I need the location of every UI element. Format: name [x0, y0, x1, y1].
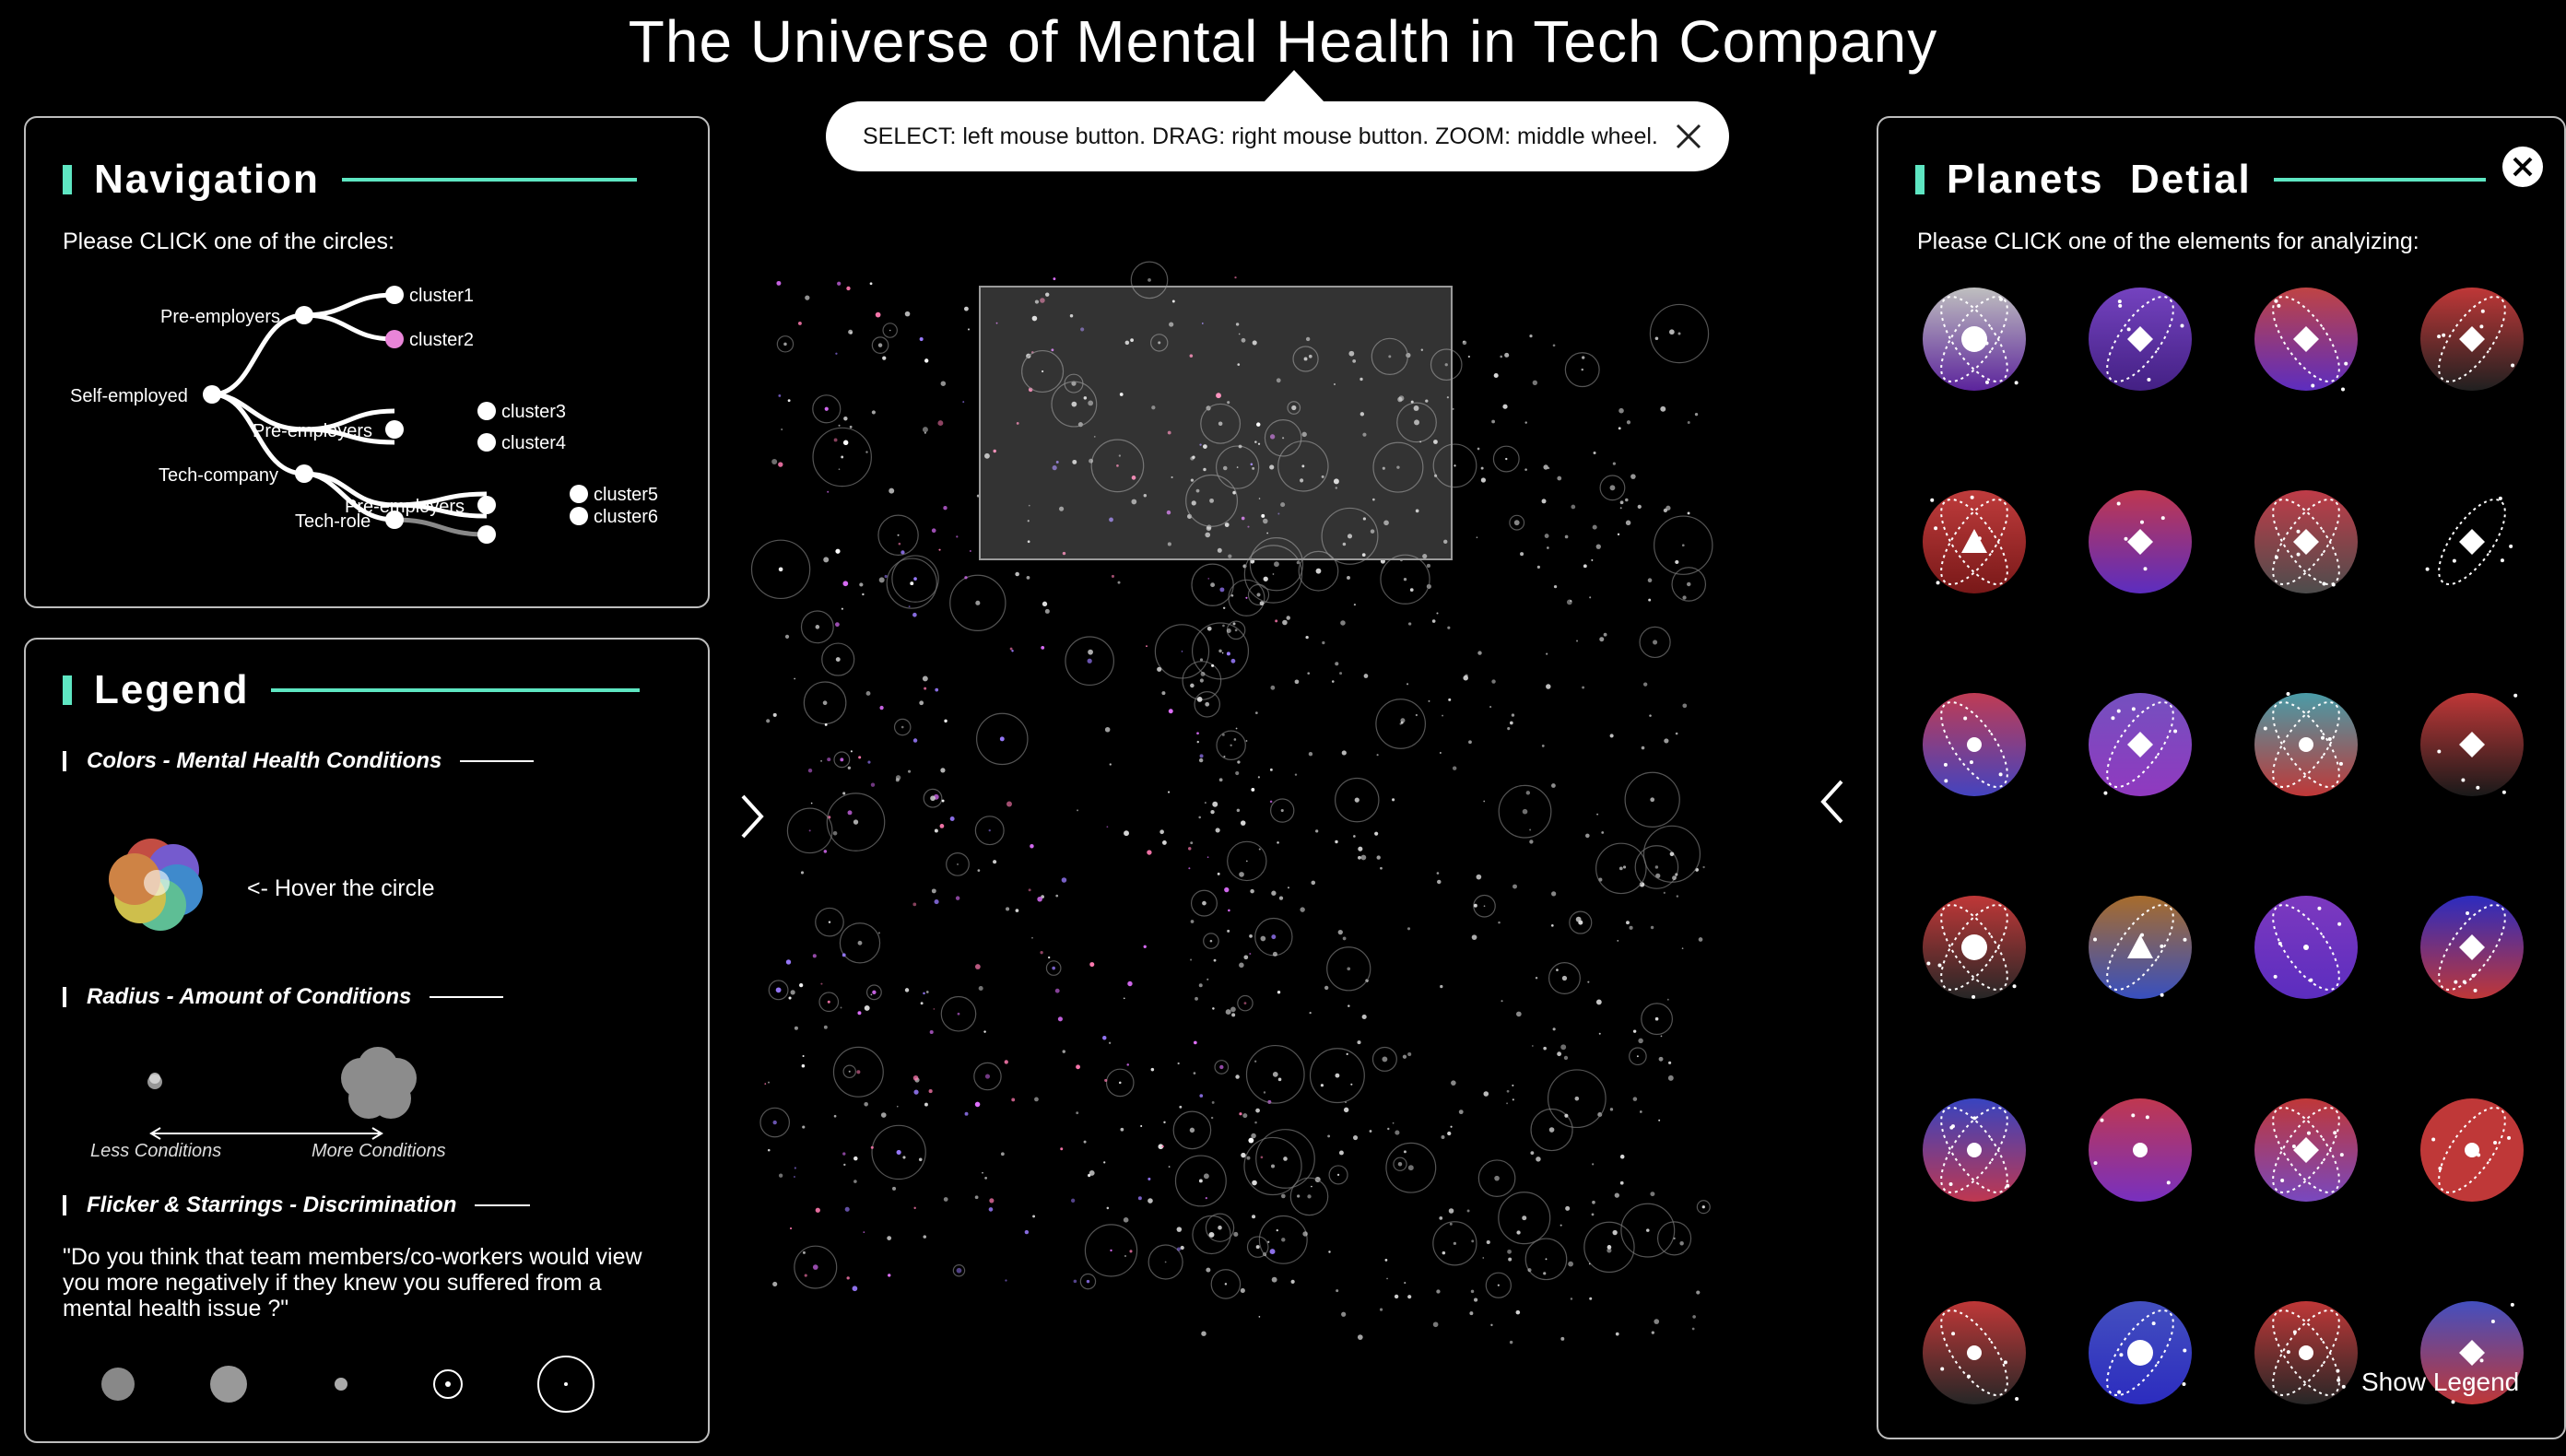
hover-text: <- Hover the circle [247, 875, 435, 901]
node-cluster5[interactable] [570, 485, 588, 503]
selection-rectangle[interactable] [979, 286, 1453, 560]
node-tech-role[interactable] [385, 511, 404, 529]
label-cluster1: cluster1 [409, 286, 474, 306]
planet-item[interactable] [2254, 287, 2358, 392]
planet-item[interactable] [2254, 1300, 2358, 1405]
planets-grid[interactable] [1878, 284, 2566, 1439]
label-tech-role: Tech-role [295, 511, 371, 532]
planet-item[interactable] [2089, 287, 2192, 392]
label-cluster3: cluster3 [501, 402, 566, 422]
planet-item[interactable] [2089, 490, 2192, 593]
planet-item[interactable] [2254, 1098, 2358, 1203]
flicker-heading: Flicker & Starrings - Discrimination [63, 1192, 531, 1218]
navigation-instruction: Please CLICK one of the circles: [63, 229, 394, 254]
planet-item[interactable] [2420, 693, 2524, 796]
planet-item[interactable] [2420, 287, 2524, 392]
navigation-tree: Self-employed Pre-employers cluster1 clu… [70, 286, 658, 544]
planet-item[interactable] [2420, 1301, 2524, 1404]
planet-item[interactable] [1923, 489, 2026, 594]
label-pre-employers-3: Pre-employers [345, 497, 465, 517]
node-cluster2[interactable] [385, 330, 404, 348]
details-instruction: Please CLICK one of the elements for ana… [1917, 229, 2419, 254]
flicker-legend [101, 1356, 594, 1413]
radius-heading: Radius - Amount of Conditions [63, 984, 504, 1010]
label-pre-employers-2: Pre-employers [253, 421, 372, 441]
planet-item[interactable] [2254, 489, 2358, 594]
color-wheel-icon[interactable] [103, 824, 214, 934]
discrimination-question: "Do you think that team members/co-worke… [63, 1244, 642, 1321]
chevron-right-icon[interactable] [734, 789, 771, 844]
node-pre-employers-3[interactable] [477, 496, 496, 514]
node-cluster1[interactable] [385, 286, 404, 304]
navigation-title: Navigation [63, 157, 637, 203]
details-title: Planets Detial [1915, 157, 2486, 203]
planet-item[interactable] [2420, 895, 2524, 1000]
legend-panel: Legend Colors - Mental Health Conditions… [24, 638, 710, 1443]
label-cluster4: cluster4 [501, 433, 566, 453]
planet-item[interactable] [1923, 895, 2026, 1000]
colors-heading: Colors - Mental Health Conditions [63, 748, 535, 774]
planet-item[interactable] [2254, 692, 2358, 797]
planet-item[interactable] [1923, 1300, 2026, 1405]
navigation-panel: Navigation Please CLICK one of the circl… [24, 116, 710, 608]
legend-title: Legend [63, 667, 641, 713]
node-tech-role-child[interactable] [477, 525, 496, 544]
planet-item[interactable] [1923, 1098, 2026, 1203]
planet-item[interactable] [2089, 1300, 2192, 1405]
label-cluster2: cluster2 [409, 330, 474, 350]
label-tech-company: Tech-company [159, 465, 278, 486]
planet-item[interactable] [2254, 895, 2358, 1000]
label-cluster6: cluster6 [594, 507, 658, 527]
label-cluster5: cluster5 [594, 485, 658, 505]
planet-item[interactable] [2089, 895, 2192, 1000]
more-conditions-label: More Conditions [312, 1141, 446, 1161]
planets-detail-panel: Planets Detial Please CLICK one of the e… [1877, 116, 2566, 1439]
label-pre-employers-1: Pre-employers [160, 307, 280, 327]
circle-close-icon[interactable] [2500, 144, 2546, 190]
universe-scatter[interactable] [728, 147, 1834, 1456]
close-icon[interactable] [1672, 120, 1705, 153]
node-cluster6[interactable] [570, 507, 588, 525]
node-pre-employers-2[interactable] [385, 420, 404, 439]
planet-item[interactable] [2425, 489, 2517, 594]
node-pre-employers-1[interactable] [295, 306, 313, 324]
planet-item[interactable] [1923, 692, 2026, 797]
node-cluster4[interactable] [477, 433, 496, 452]
hint-text: SELECT: left mouse button. DRAG: right m… [863, 123, 1658, 149]
page-title: The Universe of Mental Health in Tech Co… [628, 8, 1938, 75]
radius-legend [147, 1047, 417, 1140]
planet-item[interactable] [2089, 692, 2192, 797]
planet-item[interactable] [1923, 287, 2026, 392]
chevron-left-icon[interactable] [1814, 774, 1851, 829]
hint-tooltip: SELECT: left mouse button. DRAG: right m… [826, 70, 1729, 171]
less-conditions-label: Less Conditions [90, 1141, 222, 1161]
planet-item[interactable] [2420, 1098, 2524, 1203]
node-cluster3[interactable] [477, 402, 496, 420]
label-self-employed: Self-employed [70, 386, 188, 406]
show-legend-button[interactable]: Show Legend [2361, 1368, 2520, 1396]
node-self-employed[interactable] [203, 385, 221, 404]
planet-item[interactable] [2089, 1098, 2192, 1202]
node-tech-company[interactable] [295, 464, 313, 483]
